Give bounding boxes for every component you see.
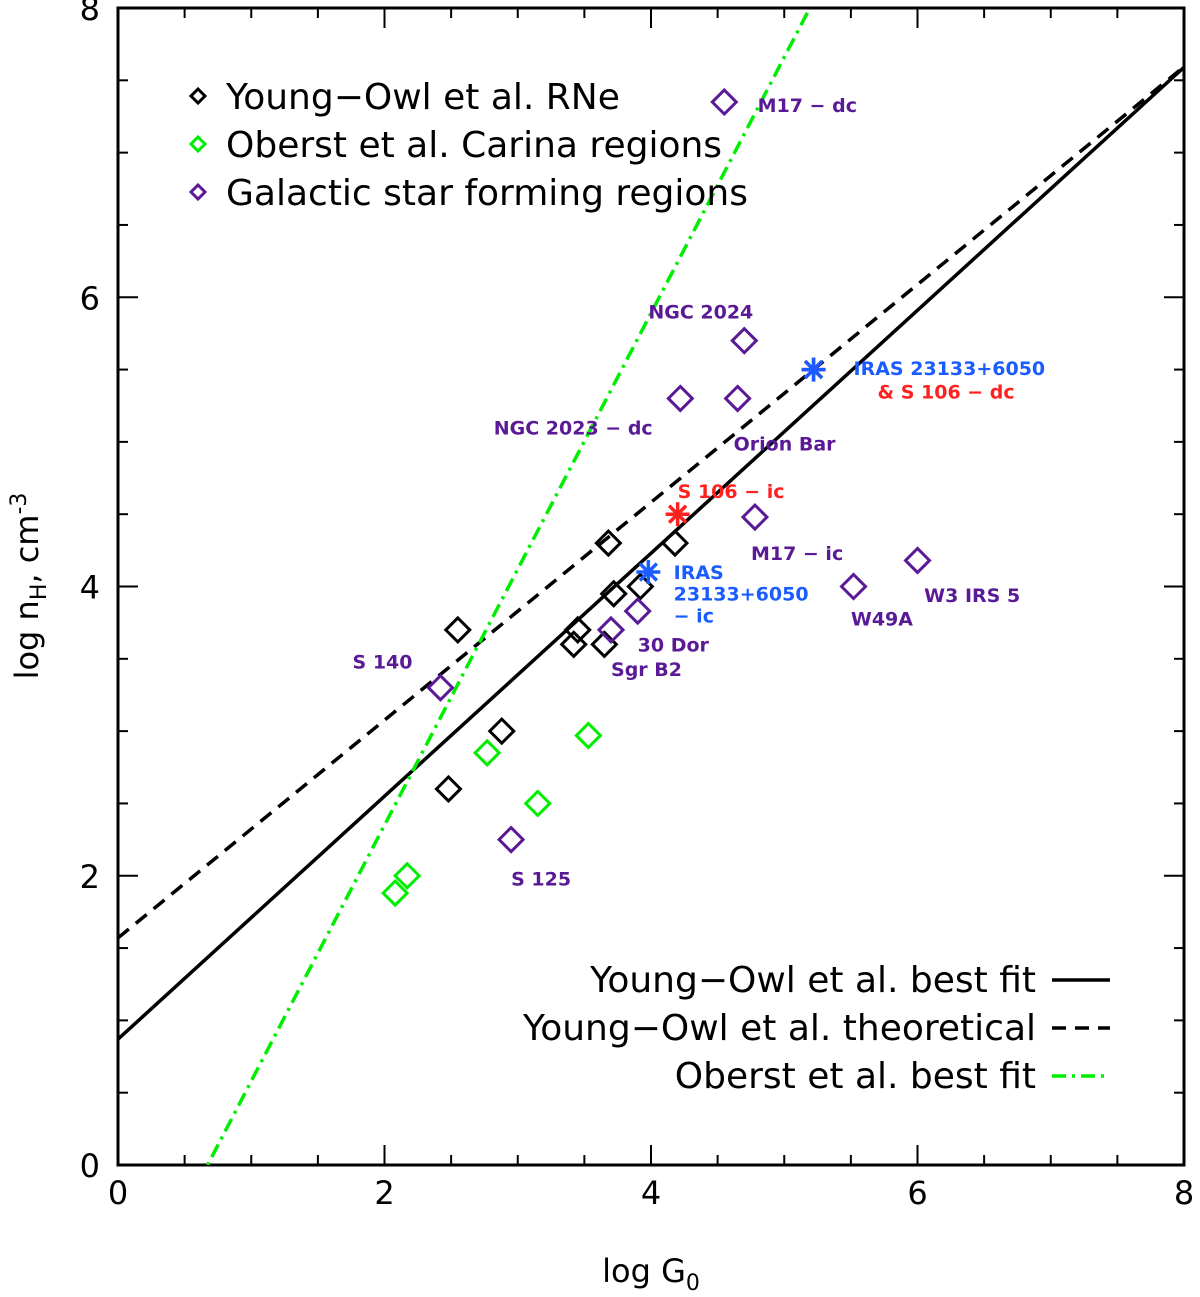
x-tick-label: 2: [374, 1174, 394, 1212]
point-label: NGC 2023 − dc: [494, 417, 653, 439]
point-label: W3 IRS 5: [924, 585, 1020, 607]
star-stroke: [638, 562, 659, 582]
point-label: IRAS 23133+6050: [854, 358, 1046, 380]
data-point: [740, 502, 770, 532]
legend-label: Oberst et al. Carina regions: [226, 125, 722, 166]
data-point: [574, 721, 603, 750]
legend-marker: [188, 134, 208, 154]
data-point: [730, 326, 759, 355]
data-point: [723, 384, 752, 413]
data-point: [443, 615, 472, 645]
data-point: [496, 825, 526, 854]
data-point: [839, 572, 868, 601]
legend-label: Young−Owl et al. RNe: [225, 77, 620, 118]
data-point: [472, 738, 502, 767]
data-point: [381, 878, 410, 908]
point-label: 23133+6050: [674, 584, 809, 606]
y-tick-label: 0: [80, 1147, 100, 1185]
data-point: [563, 615, 592, 645]
point-label: S 125: [511, 869, 571, 891]
data-point: [599, 579, 628, 608]
point-label: M17 − ic: [751, 543, 843, 565]
y-tick-label: 8: [80, 0, 100, 28]
data-point: [594, 528, 623, 558]
point-label: 30 Dor: [638, 634, 710, 656]
point-label: W49A: [851, 608, 913, 630]
point-label: IRAS: [674, 562, 724, 584]
data-point: [660, 528, 690, 558]
data-point: [426, 673, 455, 702]
axis-ticks: [117, 7, 1185, 1166]
x-tick-label: 6: [907, 1174, 927, 1212]
fit-lines: [118, 8, 1184, 1165]
fit-line-dashdot: [205, 8, 812, 1165]
y-axis-title: log nH, cm-3: [7, 493, 52, 680]
point-label: Sgr B2: [611, 659, 682, 681]
legend-label: Oberst et al. best fit: [675, 1056, 1036, 1097]
legend-marker: [188, 86, 208, 106]
point-label: − ic: [674, 605, 714, 627]
data-point: [434, 774, 463, 804]
point-label: & S 106 − dc: [878, 381, 1015, 403]
star-stroke: [667, 504, 688, 524]
legend-top: Young−Owl et al. RNe Oberst et al. Carina…: [188, 77, 748, 214]
x-tick-label: 0: [108, 1174, 128, 1212]
legend-marker: [188, 182, 208, 202]
data-point: [523, 789, 552, 818]
data-point: [596, 615, 626, 645]
star-point: [636, 560, 661, 585]
legend-label: Young−Owl et al. theoretical: [522, 1008, 1036, 1049]
fit-line-solid: [118, 66, 1184, 1041]
x-axis-title: log G0: [602, 1252, 700, 1296]
y-tick-label: 2: [80, 858, 100, 896]
point-label: M17 − dc: [758, 95, 857, 117]
star-point: [665, 502, 690, 527]
x-tick-label: 4: [641, 1174, 661, 1212]
data-point: [559, 630, 588, 659]
legend-bottom: Young−Owl et al. best fit Young−Owl et al…: [522, 960, 1110, 1097]
axis-tick-labels: 0 2 4 6 8 0 2 4 6 8: [80, 0, 1195, 1212]
star-point: [801, 357, 826, 382]
data-point: [666, 384, 695, 413]
point-label: S 106 − ic: [678, 481, 785, 503]
y-tick-label: 4: [80, 569, 100, 607]
point-label: NGC 2024: [648, 302, 753, 324]
data-point: [487, 717, 516, 746]
point-label: Orion Bar: [734, 433, 837, 455]
data-point: [623, 596, 652, 626]
point-annotations: M17 − dc NGC 2024 NGC 2023 − dc Orion Bar IR…: [353, 95, 1046, 891]
legend-label: Young−Owl et al. best fit: [589, 960, 1036, 1001]
data-point: [710, 87, 739, 117]
data-markers: [381, 87, 932, 908]
data-point: [393, 861, 422, 890]
x-tick-label: 8: [1174, 1174, 1194, 1212]
legend-label: Galactic star forming regions: [226, 173, 748, 214]
point-label: S 140: [353, 652, 413, 674]
y-tick-label: 6: [80, 279, 100, 317]
star-stroke: [803, 359, 824, 380]
data-point: [903, 546, 932, 575]
